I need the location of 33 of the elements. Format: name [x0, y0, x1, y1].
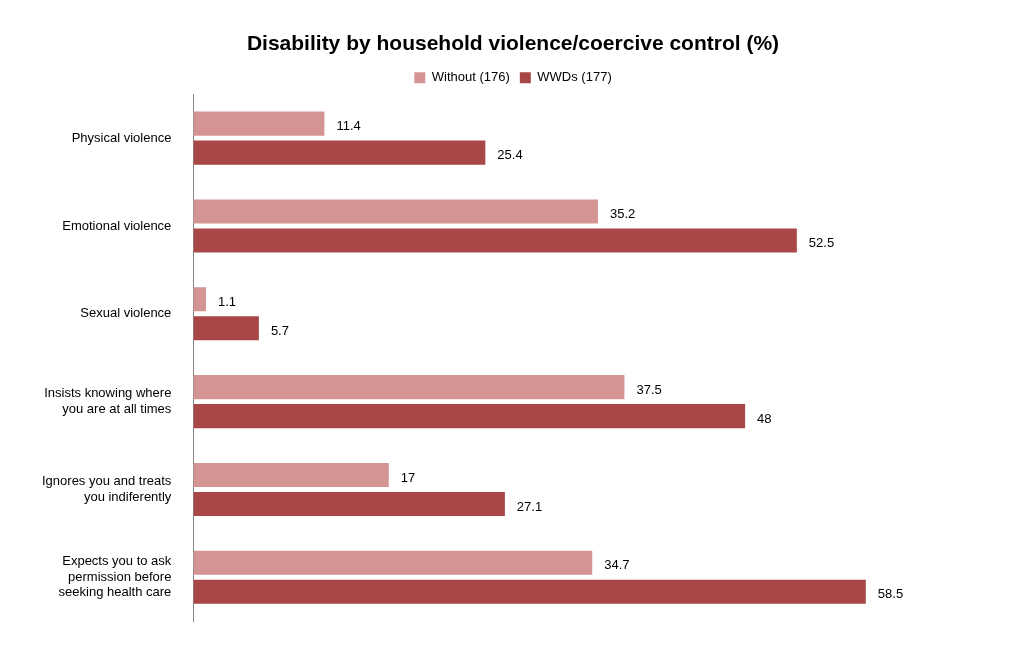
data-label: 27.1	[516, 498, 543, 514]
data-label: 34.7	[604, 557, 630, 573]
y-tick-label: Expects you to ask permission before seeking health care	[58, 553, 172, 600]
bar	[193, 491, 505, 516]
data-label: 37.5	[636, 381, 662, 397]
y-tick-label: Sexual violence	[80, 305, 172, 321]
data-label: 48	[757, 410, 772, 426]
y-tick-label: Emotional violence	[62, 217, 172, 233]
data-label: 11.4	[336, 118, 361, 134]
bar	[193, 140, 486, 165]
legend-label: Without (176)	[431, 69, 510, 85]
data-label: 1.1	[218, 293, 237, 309]
data-label: 25.4	[497, 147, 523, 163]
y-tick-label: Ignores you and treats you indiferently	[42, 473, 172, 504]
y-tick-label: Physical violence	[71, 129, 172, 145]
data-label: 5.7	[270, 322, 289, 338]
data-label: 58.5	[877, 586, 904, 602]
chart-title: Disability by household violence/coercive control (%)	[246, 31, 780, 55]
bar	[193, 316, 259, 341]
bar	[193, 462, 389, 487]
bar	[193, 228, 797, 253]
y-tick-label: Insists knowing where you are at all times	[44, 385, 172, 416]
bar	[193, 287, 206, 312]
data-label: 52.5	[808, 235, 835, 251]
bar	[193, 111, 325, 136]
bar	[193, 550, 593, 575]
data-label: 35.2	[609, 206, 636, 222]
bar	[193, 404, 746, 429]
bar	[193, 579, 866, 604]
data-label: 17	[400, 469, 416, 485]
bar	[193, 375, 625, 400]
legend-label: WWDs (177)	[537, 69, 612, 85]
bar	[193, 199, 598, 224]
